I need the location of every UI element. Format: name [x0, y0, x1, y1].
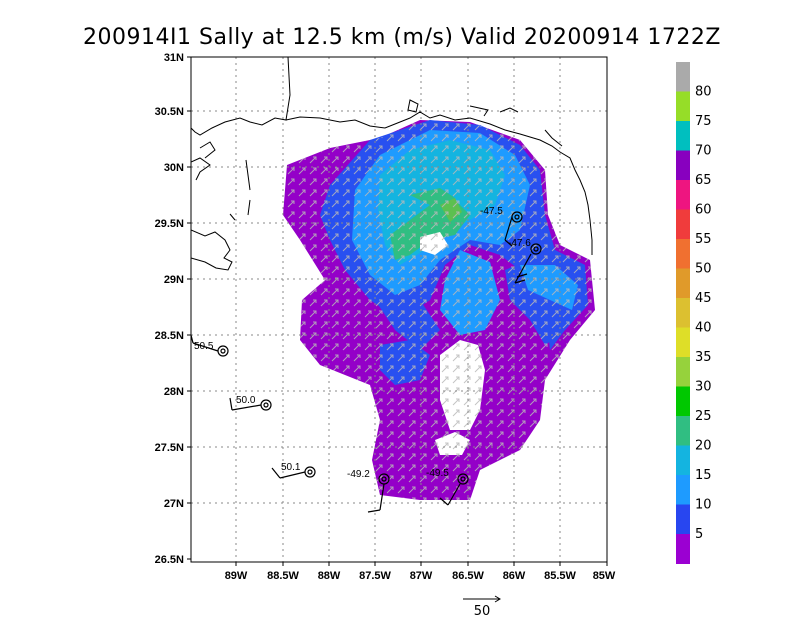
coastline: [191, 57, 593, 271]
colorbar-label: 80: [695, 85, 712, 100]
colorbar-label: 40: [695, 321, 712, 336]
lon-label: 85W: [593, 570, 616, 582]
lat-labels: 31N 30.5N 30N 29.5N 29N 28.5N 28N 27.5N …: [155, 52, 184, 566]
colorbar-label: 50: [695, 262, 712, 277]
svg-text:-47.5: -47.5: [480, 206, 503, 217]
station-marker: -49.2: [347, 469, 390, 513]
lon-label: 87.5W: [359, 570, 391, 582]
lon-label: 89W: [225, 570, 248, 582]
lat-label: 30.5N: [155, 106, 184, 118]
station-marker: 50.1: [271, 462, 316, 479]
colorbar-label: 30: [695, 380, 712, 395]
colorbar-swatch: [676, 91, 690, 122]
scale-label: 50: [474, 604, 491, 618]
svg-text:-47.6: -47.6: [508, 238, 531, 249]
figure-title: 200914I1 Sally at 12.5 km (m/s) Valid 20…: [83, 25, 721, 50]
colorbar-swatch: [676, 62, 690, 92]
colorbar-swatch: [676, 150, 690, 181]
lat-label: 29N: [164, 274, 184, 286]
lon-label: 86W: [503, 570, 526, 582]
grid-lines: [191, 57, 607, 562]
lat-label: 29.5N: [155, 218, 184, 230]
colorbar-swatch: [676, 298, 690, 328]
station-marker: -47.6: [508, 238, 542, 284]
lon-label: 85.5W: [544, 570, 576, 582]
svg-text:50.1: 50.1: [281, 462, 301, 473]
lat-label: 30N: [164, 162, 184, 174]
colorbar-label: 45: [695, 291, 712, 306]
colorbar-swatch: [676, 475, 690, 505]
lat-label: 28N: [164, 386, 184, 398]
station-marker: -47.5: [480, 206, 523, 247]
tick-marks: [187, 56, 608, 566]
svg-text:50.0: 50.0: [236, 395, 256, 406]
colorbar: 80 75 70 65 60 55 50 45 40 35 30 25 20 15 10 5: [676, 62, 712, 564]
colorbar-swatch: [676, 534, 690, 564]
lon-label: 87W: [410, 570, 433, 582]
colorbar-label: 60: [695, 203, 712, 218]
plot-border: [190, 56, 608, 563]
colorbar-swatch: [676, 357, 690, 387]
station-marker: -49.5: [426, 468, 469, 506]
wind-field: [283, 120, 595, 500]
colorbar-label: 75: [695, 114, 712, 129]
svg-text:-49.5: -49.5: [426, 468, 449, 479]
scale-vector: 50: [463, 595, 501, 618]
plot-area: -47.5 -47.6 50.5 50.0 50.1: [191, 57, 607, 562]
lat-label: 27.5N: [155, 442, 184, 454]
station-marker: 50.0: [229, 395, 272, 411]
colorbar-swatch: [676, 416, 690, 446]
colorbar-swatch: [676, 121, 690, 151]
lon-label: 88W: [318, 570, 341, 582]
lon-label: 88.5W: [267, 570, 299, 582]
colorbar-swatch: [676, 504, 690, 535]
colorbar-label: 15: [695, 468, 712, 483]
colorbar-label: 25: [695, 409, 712, 424]
colorbar-swatch: [676, 209, 690, 240]
colorbar-label: 10: [695, 498, 712, 513]
lat-label: 27N: [164, 498, 184, 510]
colorbar-swatch: [676, 268, 690, 299]
colorbar-label: 65: [695, 173, 712, 188]
colorbar-label: 55: [695, 232, 712, 247]
colorbar-swatch: [676, 180, 690, 210]
station-markers: -47.5 -47.6 50.5 50.0 50.1: [191, 206, 542, 513]
colorbar-label: 20: [695, 439, 712, 454]
colorbar-label: 5: [695, 527, 703, 542]
colorbar-swatch: [676, 445, 690, 476]
svg-text:50.5: 50.5: [194, 341, 214, 352]
lon-label: 86.5W: [452, 570, 484, 582]
colorbar-label: 70: [695, 144, 712, 159]
lat-label: 26.5N: [155, 554, 184, 566]
colorbar-swatch: [676, 327, 690, 358]
colorbar-swatch: [676, 386, 690, 417]
lon-labels: 89W 88.5W 88W 87.5W 87W 86.5W 86W 85.5W …: [225, 570, 616, 582]
colorbar-label: 35: [695, 350, 712, 365]
lat-label: 28.5N: [155, 330, 184, 342]
colorbar-swatch: [676, 239, 690, 269]
lat-label: 31N: [164, 52, 184, 64]
svg-text:-49.2: -49.2: [347, 469, 370, 480]
